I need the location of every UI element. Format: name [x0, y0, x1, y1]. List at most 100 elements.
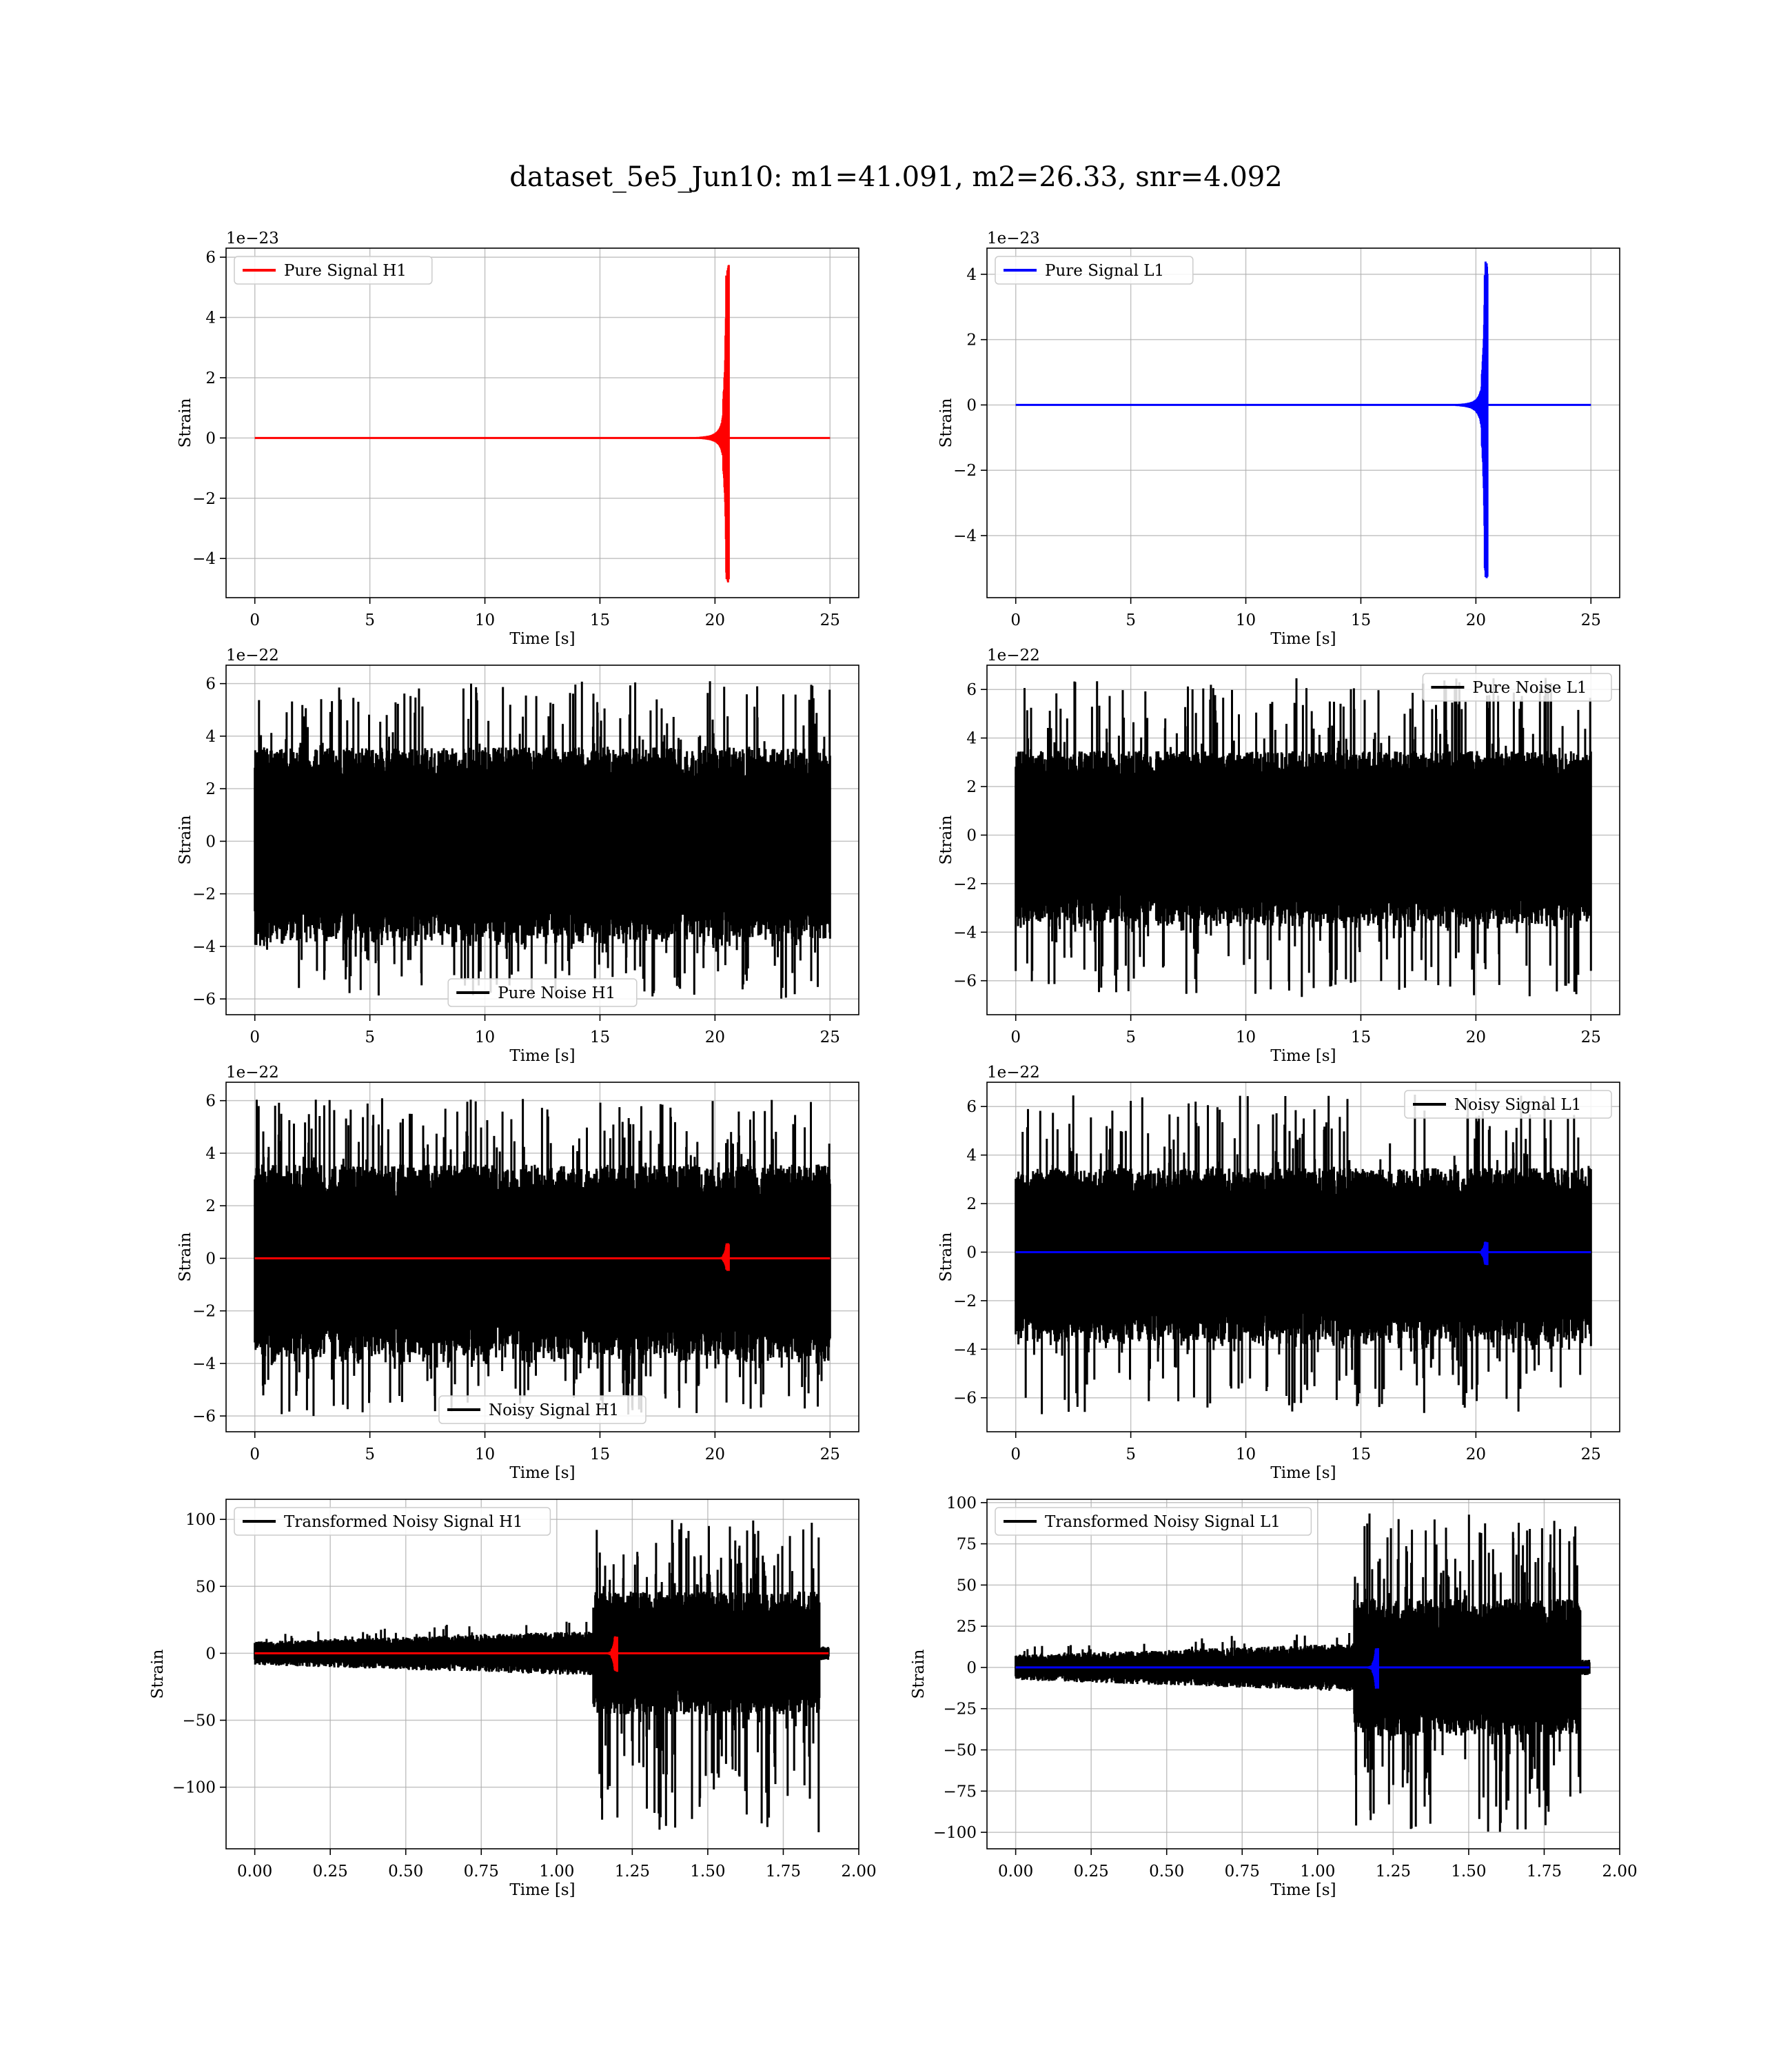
legend-box	[995, 256, 1194, 285]
y-tick-label: −4	[953, 1341, 977, 1359]
x-tick-label: 15	[590, 1028, 610, 1046]
legend-label: Pure Signal H1	[284, 262, 407, 280]
x-tick-label: 0.50	[388, 1863, 423, 1881]
y-axis-label: Strain	[937, 398, 955, 447]
x-tick-label: 10	[1236, 1446, 1256, 1463]
y-tick-label: −4	[953, 924, 977, 942]
y-tick-label: −4	[192, 1355, 216, 1373]
x-tick-label: 15	[1351, 1028, 1371, 1046]
y-tick-label: −2	[953, 875, 977, 893]
y-axis-label: Strain	[149, 1649, 167, 1699]
series-pure-signal-l1	[1015, 261, 1591, 578]
y-tick-label: 2	[966, 1195, 977, 1213]
legend-label: Transformed Noisy Signal H1	[284, 1513, 523, 1531]
x-tick-label: 5	[365, 1028, 375, 1046]
legend: Pure Noise H1	[447, 978, 638, 1007]
x-tick-label: 10	[475, 611, 495, 629]
y-axis-label: Strain	[937, 1232, 955, 1281]
y-tick-label: 2	[205, 369, 216, 387]
x-tick-label: 20	[1466, 611, 1486, 629]
subplot-l1-transformed: 0.00 0.25 0.50 0.75 1.00 1.25 1.50 1.75 2.00 −100…	[910, 1494, 1638, 1899]
subplot-h1-noisy-signal: 0 5 10 15 20 25 −6 −4 −2 0 2 4 6 1e−22 Time [s] Strain N…	[176, 1064, 859, 1482]
x-tick-label: 10	[1236, 611, 1256, 629]
y-tick-label: 6	[966, 681, 977, 699]
legend-label: Noisy Signal L1	[1454, 1096, 1581, 1114]
x-tick-label: 1.00	[1300, 1863, 1335, 1881]
y-tick-label: −100	[933, 1824, 977, 1842]
y-axis-label: Strain	[176, 1232, 194, 1281]
plot-area	[1015, 1513, 1591, 1832]
y-tick-label: −6	[192, 991, 216, 1008]
subplot-h1-transformed: 0.00 0.25 0.50 0.75 1.00 1.25 1.50 1.75 2.00 −100…	[149, 1499, 877, 1899]
plot-area	[254, 265, 831, 582]
x-tick-label: 1.25	[615, 1863, 650, 1881]
offset-text: 1e−22	[987, 647, 1040, 665]
y-tick-label: −2	[953, 462, 977, 480]
legend-box	[438, 1395, 646, 1424]
y-tick-label: 100	[946, 1494, 977, 1512]
y-tick-label: 2	[966, 332, 977, 349]
plot-area	[254, 1519, 830, 1832]
y-tick-label: 2	[205, 1197, 216, 1215]
y-tick-label: 4	[966, 1147, 977, 1165]
x-tick-label: 20	[1466, 1446, 1486, 1463]
x-tick-label: 25	[820, 1028, 840, 1046]
y-tick-label: 0	[205, 1250, 216, 1268]
x-tick-label: 10	[475, 1028, 495, 1046]
x-tick-label: 20	[705, 1028, 725, 1046]
x-tick-label: 25	[820, 611, 840, 629]
y-tick-label: −75	[943, 1783, 977, 1801]
offset-text: 1e−22	[226, 1064, 279, 1082]
x-tick-label: 0.25	[1074, 1863, 1109, 1881]
x-tick-label: 5	[365, 1446, 375, 1463]
plot-area	[1015, 261, 1591, 578]
y-tick-label: 0	[966, 1659, 977, 1677]
x-tick-label: 15	[590, 1446, 610, 1463]
x-tick-label: 0	[1010, 611, 1021, 629]
axes-frame	[225, 1082, 859, 1432]
legend-label: Pure Noise H1	[498, 984, 615, 1002]
x-tick-label: 0	[250, 611, 260, 629]
y-axis-label: Strain	[176, 815, 194, 864]
legend-label: Pure Signal L1	[1045, 262, 1164, 280]
legend: Pure Signal H1	[234, 256, 433, 285]
y-tick-label: −2	[192, 490, 216, 508]
legend-label: Pure Noise L1	[1472, 679, 1587, 697]
x-tick-label: 2.00	[1602, 1863, 1637, 1881]
legend: Pure Signal L1	[995, 256, 1194, 285]
subplot-l1-noisy-signal: 0 5 10 15 20 25 −6 −4 −2 0 2 4 6 1e−22 Time [s] Strain N…	[937, 1064, 1620, 1482]
y-tick-label: 4	[205, 728, 216, 746]
y-axis-label: Strain	[176, 398, 194, 447]
axes-frame	[986, 1082, 1620, 1432]
x-axis-label: Time [s]	[1270, 1464, 1336, 1482]
subplot-h1-pure-noise: 0 5 10 15 20 25 −6 −4 −2 0 2 4 6 1e−22 Time [s] Strain P…	[176, 647, 859, 1065]
x-tick-label: 25	[820, 1446, 840, 1463]
y-tick-label: 6	[205, 249, 216, 267]
axes-frame	[225, 1499, 859, 1849]
y-tick-label: 4	[205, 310, 216, 327]
plot-area	[1015, 1095, 1592, 1415]
x-axis-label: Time [s]	[1270, 1881, 1336, 1899]
y-tick-label: 6	[205, 676, 216, 693]
x-tick-label: 1.75	[766, 1863, 801, 1881]
y-tick-label: 0	[205, 429, 216, 447]
y-tick-label: 0	[966, 1244, 977, 1261]
legend: Noisy Signal H1	[438, 1395, 646, 1424]
y-tick-label: −100	[172, 1779, 216, 1797]
legend: Transformed Noisy Signal L1	[995, 1507, 1312, 1536]
y-tick-label: 0	[205, 833, 216, 851]
y-tick-label: 6	[966, 1098, 977, 1116]
x-tick-label: 20	[705, 611, 725, 629]
y-tick-label: −2	[953, 1292, 977, 1310]
y-tick-label: −25	[943, 1701, 977, 1719]
plot-area	[254, 681, 831, 999]
y-axis-label: Strain	[937, 815, 955, 864]
x-axis-label: Time [s]	[509, 1047, 575, 1065]
x-tick-label: 25	[1581, 1028, 1601, 1046]
axes-frame	[986, 665, 1620, 1015]
legend: Noisy Signal L1	[1404, 1090, 1612, 1119]
y-tick-label: 0	[205, 1645, 216, 1663]
y-tick-label: 50	[196, 1578, 216, 1596]
y-tick-label: 100	[185, 1511, 216, 1529]
